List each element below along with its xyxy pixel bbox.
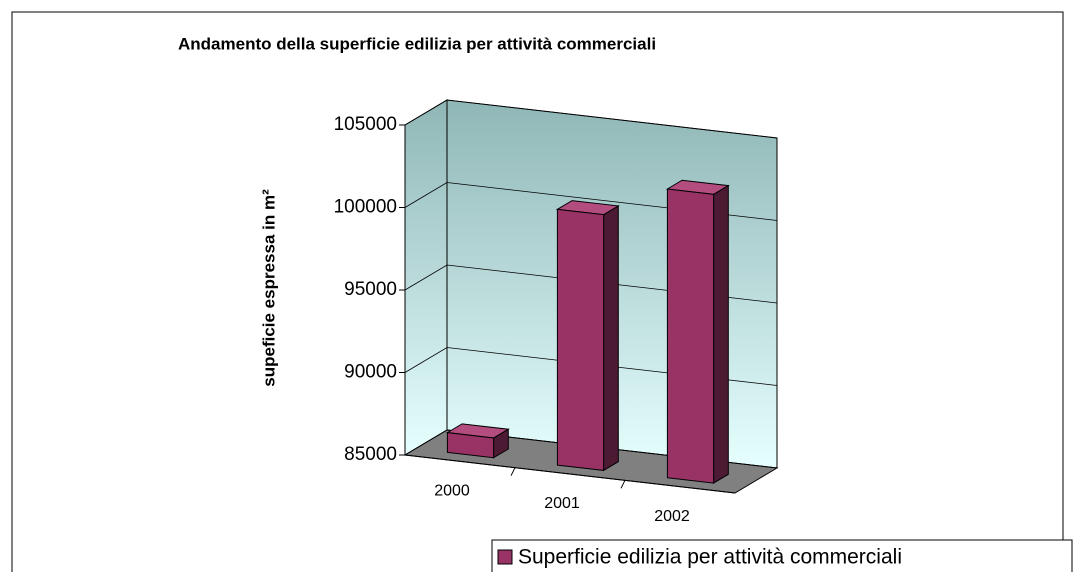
y-tick-label: 90000 — [344, 362, 397, 383]
bar-front — [666, 188, 715, 484]
legend-label: Superficie edilizia per attività commerc… — [518, 546, 902, 569]
y-tick-label: 95000 — [344, 279, 397, 300]
x-tick-label: 2002 — [654, 508, 690, 525]
y-tick-label: 100000 — [334, 197, 397, 218]
grid-line — [404, 99, 778, 139]
legend-swatch — [497, 549, 513, 565]
y-tick-label: 85000 — [344, 444, 397, 465]
bar-side — [713, 184, 729, 484]
plot-area: 85000 90000 95000 100000 105000 2000 2001 2002 — [334, 99, 779, 525]
x-tick-label: 2000 — [434, 483, 470, 500]
bar — [445, 423, 510, 459]
x-tick-label: 2001 — [544, 495, 580, 512]
bar — [665, 179, 730, 484]
bar-side — [603, 205, 619, 472]
y-tick-label: 105000 — [334, 114, 397, 135]
bar-front — [556, 208, 605, 471]
y-axis-label: supeficie espressa in m² — [259, 189, 278, 387]
bar — [555, 200, 620, 472]
x-tick — [510, 467, 516, 476]
legend — [491, 539, 1073, 572]
chart-title: Andamento della superficie edilizia per … — [178, 34, 656, 53]
bar-front — [446, 432, 495, 459]
x-tick — [620, 480, 626, 489]
x-axis — [404, 454, 736, 494]
